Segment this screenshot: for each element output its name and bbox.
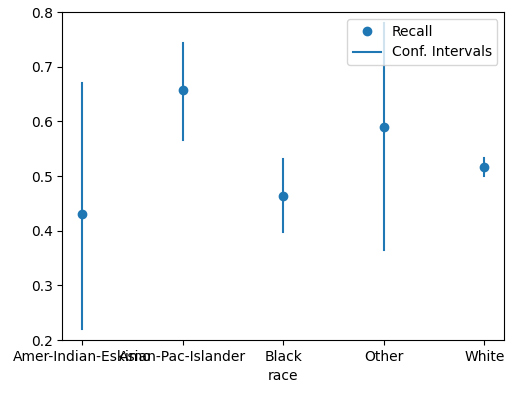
- Recall: [280, 194, 287, 199]
- Recall: [481, 165, 487, 170]
- Line: Recall: Recall: [79, 86, 488, 218]
- X-axis label: race: race: [268, 369, 298, 383]
- Recall: [80, 212, 86, 217]
- Recall: [381, 125, 387, 130]
- Legend: Recall, Conf. Intervals: Recall, Conf. Intervals: [347, 19, 498, 65]
- Recall: [180, 87, 186, 92]
